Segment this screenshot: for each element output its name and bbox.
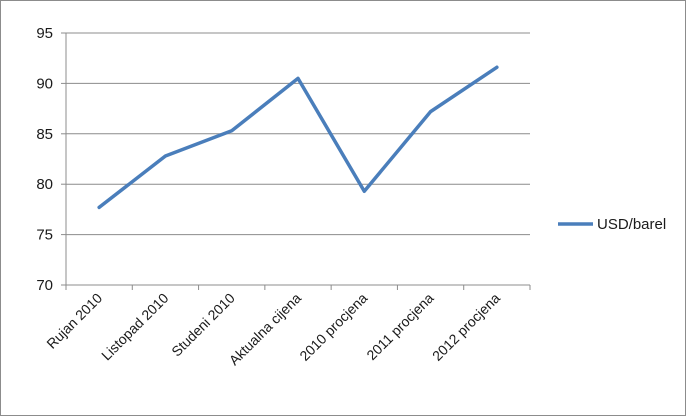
- axes: [61, 32, 531, 290]
- y-tick-label: 75: [36, 227, 53, 244]
- y-tick-label: 95: [36, 25, 53, 42]
- y-tick-label: 85: [36, 126, 53, 143]
- x-tick-label: 2012 procjena: [429, 290, 503, 364]
- series-lines: [97, 65, 499, 210]
- y-tick-label: 80: [36, 176, 53, 193]
- x-tick-label: 2011 procjena: [363, 290, 436, 363]
- gridlines: [66, 32, 530, 236]
- y-tick-labels: 70 75 80 85 90 95: [36, 25, 53, 294]
- x-tick-label: Listopad 2010: [98, 290, 172, 364]
- y-tick-label: 90: [36, 75, 53, 92]
- series-line: [97, 65, 499, 210]
- x-tick-label: Rujan 2010: [43, 290, 105, 352]
- x-tick-label: 2010 procjena: [296, 290, 370, 364]
- legend-label: USD/barel: [597, 216, 666, 233]
- y-tick-label: 70: [36, 277, 53, 294]
- legend: USD/barel: [558, 216, 666, 233]
- x-tick-label: Studeni 2010: [168, 290, 238, 360]
